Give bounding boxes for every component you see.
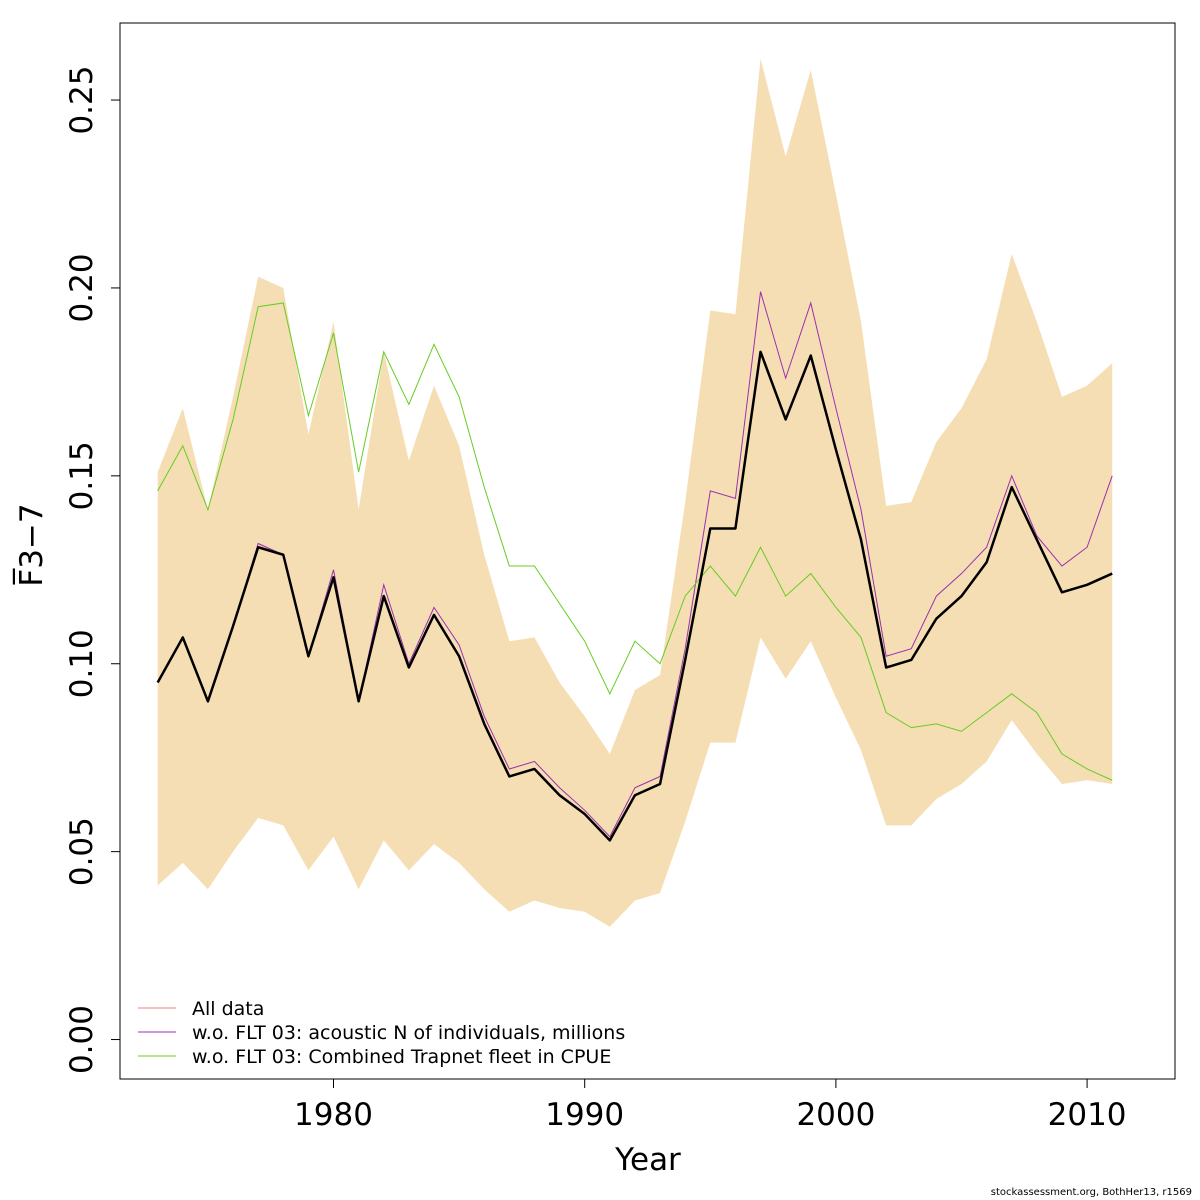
y-tick-label: 0.10 bbox=[64, 629, 100, 698]
x-tick-label: 2010 bbox=[1048, 1097, 1127, 1133]
legend-label: w.o. FLT 03: Combined Trapnet fleet in C… bbox=[192, 1046, 611, 1068]
legend-label: w.o. FLT 03: acoustic N of individuals, … bbox=[192, 1022, 625, 1044]
y-axis-title: F̅3−7 bbox=[12, 503, 50, 586]
y-tick-label: 0.05 bbox=[64, 817, 100, 886]
x-tick-label: 1990 bbox=[545, 1097, 624, 1133]
credit-text: stockassessment.org, BothHer13, r1569 bbox=[990, 1187, 1192, 1198]
x-axis-title: Year bbox=[614, 1142, 681, 1178]
y-tick-label: 0.20 bbox=[64, 253, 100, 322]
x-tick-label: 1980 bbox=[294, 1097, 373, 1133]
estimate-line bbox=[156, 350, 1113, 842]
confidence-band bbox=[157, 58, 1113, 927]
plot-frame bbox=[119, 22, 1176, 1080]
y-axis: 0.00 0.05 0.10 0.15 0.20 0.25 bbox=[64, 66, 120, 1074]
legend-label: All data bbox=[192, 998, 264, 1020]
series-line-3 bbox=[157, 302, 1113, 781]
y-tick-label: 0.00 bbox=[64, 1005, 100, 1074]
x-tick-label: 2000 bbox=[796, 1097, 875, 1133]
y-tick-label: 0.15 bbox=[64, 441, 100, 510]
y-tick-label: 0.25 bbox=[64, 66, 100, 135]
x-axis: 1980 1990 2000 2010 bbox=[294, 1079, 1127, 1133]
